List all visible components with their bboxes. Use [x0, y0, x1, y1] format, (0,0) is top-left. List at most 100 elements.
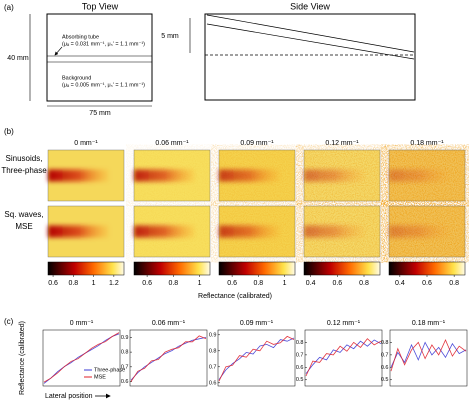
image-frame — [218, 149, 296, 202]
colorbar-tick-label: 1.2 — [109, 280, 119, 287]
line-series — [218, 337, 295, 380]
plot-title: 0.09 mm⁻¹ — [240, 320, 274, 327]
y-tick-label: 0.6 — [381, 365, 389, 371]
line-series — [218, 335, 295, 382]
panel-label: (a) — [4, 3, 14, 12]
colorbar-tick-label: 0.8 — [253, 280, 263, 287]
plot-title: 0.12 mm⁻¹ — [327, 320, 361, 327]
image-frame — [133, 205, 211, 258]
row-label: MSE — [15, 222, 32, 231]
panel-label: (c) — [4, 317, 14, 326]
colorbar — [47, 261, 125, 276]
colorbar-tick-label: 0.6 — [142, 280, 152, 287]
image-band — [389, 169, 450, 182]
colorbar — [388, 261, 466, 276]
image-band — [304, 169, 365, 182]
colorbar-tick-label: 0.8 — [68, 280, 78, 287]
y-tick-label: 0.6 — [209, 380, 217, 386]
y-tick-label: 0.7 — [381, 352, 389, 358]
y-tick-label: 0.6 — [121, 379, 129, 385]
view-title: Side View — [290, 1, 330, 11]
image-band — [304, 225, 365, 238]
annotation: (μₐ = 0.005 mm⁻¹, μₛ′ = 1.1 mm⁻¹) — [62, 82, 145, 88]
line-series — [390, 341, 467, 368]
image-band — [219, 225, 280, 238]
plot-frame — [389, 329, 468, 387]
colorbar — [303, 261, 381, 276]
colorbar-tick-label: 1 — [198, 280, 202, 287]
colorbar-tick-label: 0.8 — [168, 280, 178, 287]
y-tick-label: 0.5 — [296, 377, 304, 383]
annotation: Absorbing tube — [62, 34, 99, 40]
image-frame — [388, 205, 466, 258]
colorbar-tick-label: 0.4 — [395, 280, 405, 287]
plot-frame — [304, 329, 383, 387]
colorbar-tick-label: 0.6 — [422, 280, 432, 287]
column-title: 0 mm⁻¹ — [74, 140, 98, 147]
annotation: Background — [62, 75, 91, 81]
y-tick-label: 0.5 — [381, 377, 389, 383]
image-frame — [47, 205, 125, 258]
image-frame — [303, 205, 381, 258]
axis-label: Lateral position — [45, 393, 93, 400]
colorbar-tick-label: 0.4 — [306, 280, 316, 287]
row-label: Sinusoids, — [6, 154, 43, 163]
dimension-label: 40 mm — [7, 55, 29, 62]
plot-title: 0.18 mm⁻¹ — [412, 320, 446, 327]
line-series — [43, 332, 120, 383]
line-series — [305, 339, 382, 374]
y-tick-label: 0.6 — [296, 365, 304, 371]
colorbar-tick-label: 0.6 — [332, 280, 342, 287]
y-tick-label: 0.9 — [121, 335, 129, 341]
legend-label: MSE — [94, 374, 106, 380]
image-frame — [218, 205, 296, 258]
top-view-diagram — [29, 13, 153, 107]
legend-label: Three-phase — [94, 367, 125, 373]
y-tick-label: 0.9 — [209, 332, 217, 338]
column-title: 0.09 mm⁻¹ — [240, 140, 274, 147]
image-band — [48, 169, 109, 182]
image-band — [219, 169, 280, 182]
annotation: (μₐ = 0.031 mm⁻¹, μₛ′ = 1.1 mm⁻¹) — [62, 41, 145, 47]
colorbar-label: Reflectance (calibrated) — [198, 293, 272, 300]
image-band — [48, 225, 109, 238]
plot-frame — [217, 329, 296, 387]
y-tick-label: 0.7 — [121, 364, 129, 370]
colorbar-tick-label: 1 — [283, 280, 287, 287]
dimension-label: 75 mm — [89, 110, 111, 117]
y-tick-label: 0.8 — [381, 340, 389, 346]
colorbar — [133, 261, 211, 276]
colorbar-tick-label: 1 — [92, 280, 96, 287]
plot-frame — [42, 329, 121, 387]
image-band — [134, 225, 195, 238]
y-tick-label: 0.8 — [296, 340, 304, 346]
panel-label: (b) — [4, 127, 14, 136]
image-frame — [133, 149, 211, 202]
colorbar-tick-label: 0.6 — [48, 280, 58, 287]
colorbar-tick-label: 0.8 — [359, 280, 369, 287]
column-title: 0.06 mm⁻¹ — [155, 140, 189, 147]
image-frame — [47, 149, 125, 202]
line-series — [305, 338, 382, 377]
plot-frame — [129, 329, 208, 387]
y-tick-label: 0.8 — [121, 350, 129, 356]
image-band — [134, 169, 195, 182]
colorbar-tick-label: 0.8 — [449, 280, 459, 287]
view-title: Top View — [82, 1, 119, 11]
colorbar — [218, 261, 296, 276]
column-title: 0.18 mm⁻¹ — [410, 140, 444, 147]
line-series — [130, 335, 207, 382]
y-tick-label: 0.8 — [209, 348, 217, 354]
image-band — [389, 225, 450, 238]
y-tick-label: 0.7 — [209, 364, 217, 370]
line-series — [390, 339, 467, 372]
column-title: 0.12 mm⁻¹ — [325, 140, 359, 147]
line-series — [43, 333, 120, 384]
colorbar-tick-label: 0.6 — [227, 280, 237, 287]
image-frame — [303, 149, 381, 202]
plot-title: 0 mm⁻¹ — [70, 320, 94, 327]
y-tick-label: 0.7 — [296, 352, 304, 358]
axis-label: Reflectance (calibrated) — [19, 321, 26, 395]
side-view-diagram — [189, 13, 416, 101]
